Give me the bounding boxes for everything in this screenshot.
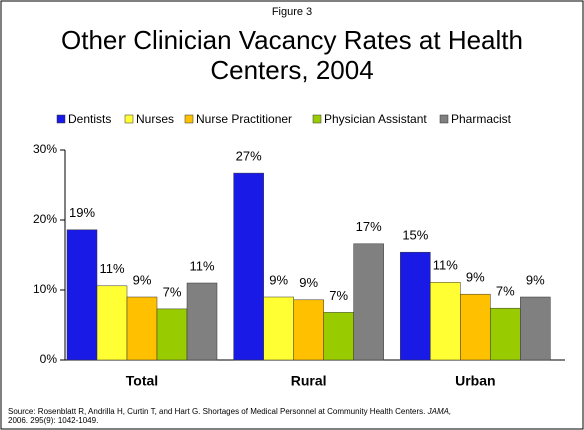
bar	[520, 296, 551, 361]
legend-swatch	[312, 114, 322, 124]
source-journal: JAMA,	[427, 407, 452, 416]
bar	[126, 296, 158, 361]
bar	[430, 282, 461, 361]
bar	[293, 299, 324, 361]
legend-label: Dentists	[68, 112, 111, 126]
data-label: 19%	[69, 205, 95, 220]
legend-label: Nurse Practitioner	[196, 112, 292, 126]
bar	[66, 229, 98, 361]
bar	[186, 282, 218, 361]
legend-label: Physician Assistant	[324, 112, 427, 126]
legend-swatch	[439, 114, 449, 124]
data-label: 9%	[299, 275, 318, 290]
y-tick-label: 20%	[33, 212, 57, 226]
chart-title: Other Clinician Vacancy Rates at Health	[61, 25, 523, 55]
legend-label: Nurses	[136, 112, 174, 126]
data-label: 7%	[163, 284, 182, 299]
legend-swatch	[56, 114, 66, 124]
data-label: 15%	[402, 228, 428, 243]
bar	[323, 312, 354, 361]
y-tick-label: 10%	[33, 282, 57, 296]
data-label: 27%	[236, 149, 262, 164]
data-label: 9%	[269, 272, 288, 287]
y-tick-label: 0%	[40, 352, 58, 366]
data-label: 11%	[433, 258, 458, 273]
bar	[460, 293, 491, 361]
bar	[490, 307, 521, 361]
x-tick-label: Urban	[455, 373, 495, 389]
source-citation: 2006. 295(9): 1042-1049.	[8, 416, 98, 425]
bar	[353, 243, 384, 361]
bar	[233, 172, 264, 361]
source: Source: Rosenblatt R, Andrilla H, Curtin…	[8, 407, 451, 416]
data-label: 7%	[496, 284, 515, 299]
data-label: 9%	[133, 272, 152, 287]
bar	[156, 308, 188, 361]
source-text: Source: Rosenblatt R, Andrilla H, Curtin…	[8, 407, 425, 416]
bar	[263, 296, 294, 361]
chart-title: Centers, 2004	[210, 55, 373, 85]
data-label: 11%	[99, 261, 124, 276]
data-label: 17%	[356, 219, 382, 234]
data-label: 9%	[466, 270, 485, 285]
x-tick-label: Rural	[291, 373, 327, 389]
data-label: 7%	[329, 288, 348, 303]
legend-swatch	[184, 114, 194, 124]
bar	[96, 285, 128, 361]
figure-label: Figure 3	[272, 6, 312, 18]
x-tick-label: Total	[126, 373, 158, 389]
bar	[400, 251, 431, 361]
data-label: 9%	[526, 272, 545, 287]
legend-swatch	[124, 114, 134, 124]
data-label: 11%	[189, 258, 214, 273]
y-tick-label: 30%	[33, 142, 57, 156]
legend-label: Pharmacist	[451, 112, 512, 126]
